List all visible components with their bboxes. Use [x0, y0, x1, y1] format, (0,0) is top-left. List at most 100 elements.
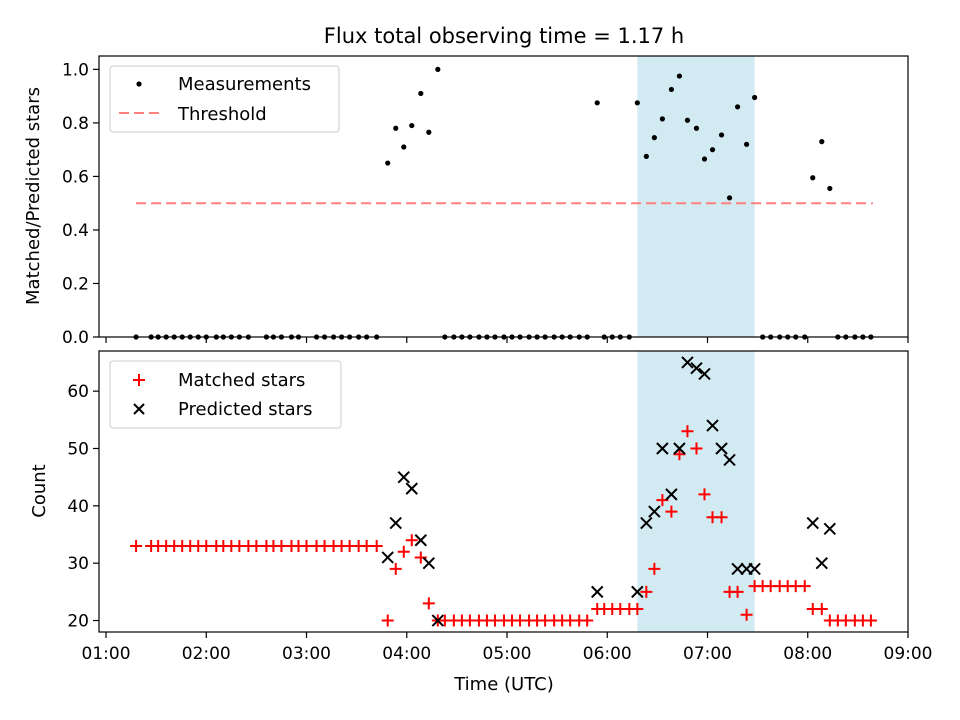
predicted-star-point — [631, 585, 644, 599]
measurement-point — [718, 132, 725, 138]
measurement-point — [659, 116, 665, 122]
predicted-star-point — [648, 505, 661, 518]
y-tick-label: 40 — [67, 497, 89, 517]
predicted-star-point — [690, 361, 703, 375]
y-tick-label: 0.0 — [62, 328, 89, 348]
panel-count: 20 30 40 50 60 01:00 02:00 03:00 04:00 05:00 06:0… — [29, 350, 933, 695]
x-tick-label: 09:00 — [884, 644, 933, 664]
predicted-star-point — [681, 356, 694, 369]
predicted-star-point — [715, 442, 728, 455]
measurement-point — [418, 90, 424, 97]
legend-label-threshold: Threshold — [177, 104, 267, 125]
y-tick-label: 60 — [67, 382, 89, 402]
predicted-star-point — [381, 551, 394, 564]
matched-star-point — [715, 511, 728, 524]
predicted-star-point — [591, 585, 604, 599]
measurement-point — [676, 73, 683, 79]
matched-star-point — [414, 551, 427, 564]
y-tick-label: 0.8 — [62, 114, 89, 134]
y-tick-label: 0.6 — [62, 167, 89, 187]
x-ticks-bottom: 01:00 02:00 03:00 04:00 05:00 06:00 07:00 08:00… — [82, 632, 933, 664]
x-tick-label: 07:00 — [683, 644, 732, 664]
legend-marker-matched — [133, 374, 145, 386]
count-points — [130, 356, 877, 627]
x-axis-label: Time (UTC) — [453, 674, 554, 695]
x-tick-label: 06:00 — [583, 644, 632, 664]
matched-star-point — [681, 425, 694, 438]
measurement-point — [684, 117, 691, 123]
y-tick-label: 30 — [67, 554, 89, 574]
measurement-point — [827, 185, 833, 192]
matched-star-point — [798, 580, 811, 593]
predicted-star-point — [422, 556, 436, 570]
y-tick-label: 20 — [67, 612, 89, 632]
matched-star-point — [698, 488, 711, 501]
y-axis-label-bottom: Count — [29, 464, 50, 517]
predicted-star-point — [673, 442, 686, 455]
matched-star-point — [640, 585, 653, 598]
y-axis-label-top: Matched/Predicted stars — [23, 87, 44, 305]
measurement-point — [426, 129, 432, 135]
predicted-star-point — [706, 419, 719, 432]
y-tick-label: 0.2 — [62, 274, 89, 294]
measurement-point — [385, 160, 391, 166]
matched-star-point — [422, 597, 435, 610]
predicted-star-point — [806, 516, 819, 530]
measurement-point — [709, 147, 716, 153]
matched-star-point — [389, 562, 402, 575]
y-tick-label: 1.0 — [62, 60, 89, 80]
matched-star-point — [673, 448, 686, 461]
predicted-star-point — [815, 556, 828, 570]
axes-frame-bottom — [98, 350, 909, 633]
matched-star-point — [731, 585, 744, 598]
predicted-star-point — [656, 442, 669, 455]
matched-star-point — [250, 539, 263, 552]
x-tick-label: 01:00 — [82, 644, 131, 664]
measurement-point — [634, 100, 640, 106]
measurement-point — [744, 141, 750, 147]
matched-star-point — [405, 534, 418, 547]
y-ticks-top: 0.0 0.2 0.4 0.6 0.8 1.0 — [62, 60, 99, 348]
matched-star-point — [381, 614, 394, 627]
y-tick-label: 50 — [67, 439, 89, 459]
legend-marker-measurements — [136, 81, 142, 87]
matched-star-point — [370, 539, 383, 552]
axes-frame-top — [98, 55, 909, 338]
measurement-point — [810, 175, 816, 181]
predicted-star-point — [823, 522, 837, 535]
x-tick-label: 08:00 — [783, 644, 832, 664]
legend-label-matched: Matched stars — [178, 370, 305, 391]
measurement-point — [594, 100, 600, 106]
panel-ratio: 0.0 0.2 0.4 0.6 0.8 1.0 Matched/Predicted sta… — [23, 55, 909, 348]
x-ticks-top — [105, 337, 909, 343]
matched-star-point — [581, 614, 594, 627]
legend-box-bottom — [109, 360, 342, 429]
predicted-star-point — [414, 534, 428, 547]
legend-bottom: Matched stars Predicted stars — [109, 360, 342, 429]
measurement-point — [651, 135, 657, 141]
measurement-point — [401, 144, 407, 150]
measurement-point — [726, 195, 733, 201]
highlight-span-bottom — [637, 351, 755, 632]
predicted-star-point — [731, 562, 744, 576]
legend-label-predicted: Predicted stars — [178, 399, 312, 420]
predicted-star-point — [698, 367, 711, 381]
highlight-span-top — [637, 56, 755, 337]
predicted-star-point — [723, 453, 736, 467]
predicted-star-point — [640, 516, 653, 530]
matched-star-point — [360, 539, 373, 552]
legend-label-measurements: Measurements — [178, 74, 311, 95]
matched-star-point — [397, 545, 410, 558]
matched-star-point — [815, 603, 828, 616]
measurement-point — [701, 156, 708, 162]
measurement-point — [668, 86, 675, 93]
measurement-point — [409, 122, 415, 129]
legend-top: Measurements Threshold — [109, 65, 340, 133]
predicted-star-point — [397, 470, 410, 484]
matched-star-point — [864, 614, 877, 627]
predicted-star-point — [748, 562, 761, 576]
y-ticks-bottom: 20 30 40 50 60 — [67, 382, 99, 632]
matched-star-point — [130, 539, 143, 552]
figure-title: Flux total observing time = 1.17 h — [324, 24, 684, 48]
measurement-point — [693, 125, 700, 131]
